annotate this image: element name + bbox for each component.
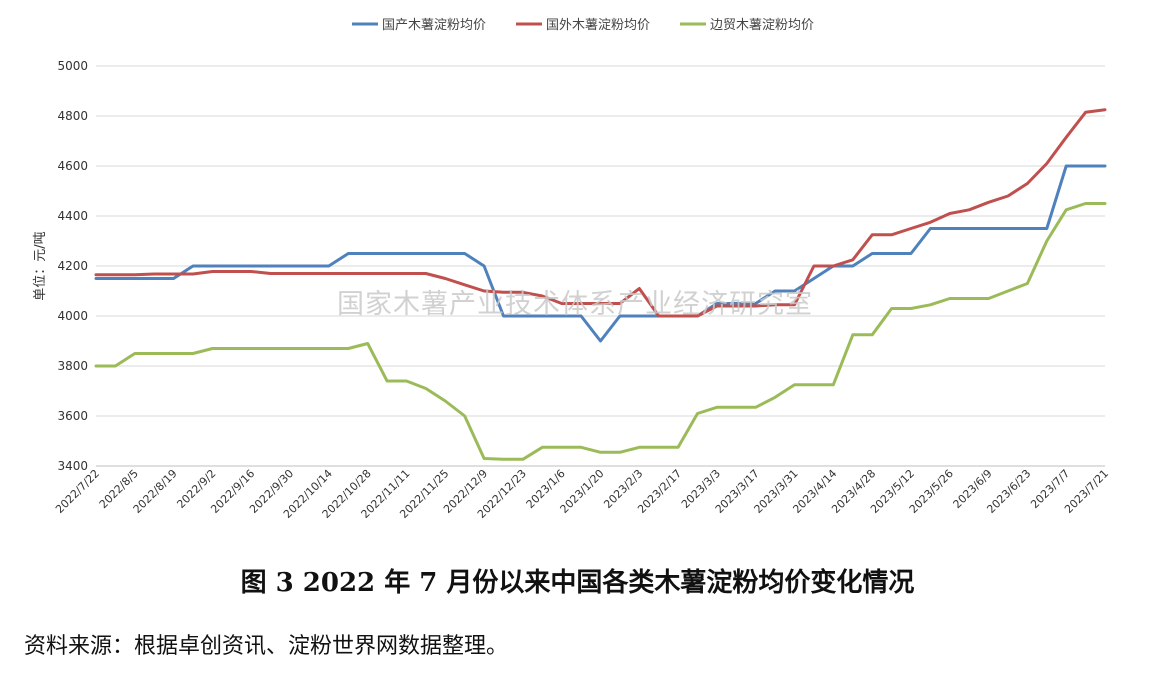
y-tick-label: 4000 bbox=[57, 309, 88, 323]
line-chart: 3400 3600 3800 4000 4200 4400 4600 4800 5000 202… bbox=[33, 18, 1111, 521]
data-source-note: 资料来源：根据卓创资讯、淀粉世界网数据整理。 bbox=[24, 634, 509, 659]
series-lines bbox=[94, 108, 1107, 461]
y-tick-label: 4400 bbox=[57, 209, 88, 223]
series-line-3 bbox=[94, 202, 1107, 461]
y-tick-label: 4600 bbox=[57, 159, 88, 173]
x-axis-ticks: 2022/7/222022/8/52022/8/192022/9/22022/9… bbox=[53, 467, 1111, 521]
series-line-2 bbox=[94, 108, 1107, 318]
legend-label-2: 国外木薯淀粉均价 bbox=[546, 18, 650, 33]
y-tick-label: 3800 bbox=[57, 359, 88, 373]
y-axis-label: 单位：元/吨 bbox=[33, 231, 48, 300]
y-axis-ticks: 3400 3600 3800 4000 4200 4400 4600 4800 5000 bbox=[57, 59, 88, 473]
y-tick-label: 5000 bbox=[57, 59, 88, 73]
x-tick-label: 2022/7/22 bbox=[53, 467, 102, 516]
y-tick-label: 3400 bbox=[57, 459, 88, 473]
legend: 国产木薯淀粉均价 国外木薯淀粉均价 边贸木薯淀粉均价 bbox=[352, 18, 814, 33]
y-tick-label: 3600 bbox=[57, 409, 88, 423]
legend-label-3: 边贸木薯淀粉均价 bbox=[710, 18, 814, 33]
watermark: 国家木薯产业技术体系产业经济研究室 bbox=[337, 289, 813, 320]
grid-lines bbox=[96, 65, 1105, 467]
y-tick-label: 4800 bbox=[57, 109, 88, 123]
figure-caption: 图 3 2022 年 7 月份以来中国各类木薯淀粉均价变化情况 bbox=[240, 568, 915, 598]
series-line-1 bbox=[94, 164, 1107, 343]
legend-label-1: 国产木薯淀粉均价 bbox=[382, 18, 486, 33]
y-tick-label: 4200 bbox=[57, 259, 88, 273]
